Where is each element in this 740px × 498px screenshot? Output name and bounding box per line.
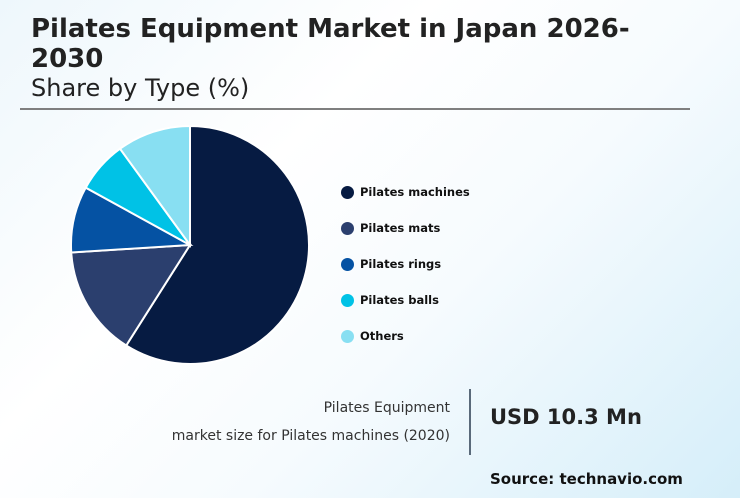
pie-slice-others [118,124,191,249]
chart-subtitle: Share by Type (%) [31,74,250,102]
legend: Pilates machines Pilates mats Pilates ri… [341,174,470,354]
legend-label: Others [360,329,404,343]
pie-slice-pilates-machines [124,124,310,365]
legend-dot-icon [341,293,354,307]
legend-item-pilates-machines: Pilates machines [341,174,470,210]
legend-label: Pilates machines [360,185,470,199]
source-credit: Source: technavio.com [490,470,683,488]
legend-label: Pilates mats [360,221,441,235]
market-size-value: USD 10.3 Mn [490,405,642,429]
legend-item-pilates-mats: Pilates mats [341,210,470,246]
legend-item-pilates-rings: Pilates rings [341,246,470,282]
legend-dot-icon [341,221,354,235]
legend-label: Pilates balls [360,293,439,307]
legend-dot-icon [341,329,354,343]
legend-item-pilates-balls: Pilates balls [341,282,470,318]
legend-dot-icon [341,185,354,199]
title-divider [20,108,690,110]
pie-slice-pilates-mats [70,243,192,347]
legend-dot-icon [341,257,354,271]
info-divider [469,389,471,455]
pie-chart [70,124,310,365]
market-size-label-line2: market size for Pilates machines (2020) [171,428,450,444]
chart-title: Pilates Equipment Market in Japan 2026-2… [31,14,630,74]
legend-item-others: Others [341,318,470,354]
market-size-label-line1: Pilates Equipment [323,400,450,416]
legend-label: Pilates rings [360,257,442,271]
